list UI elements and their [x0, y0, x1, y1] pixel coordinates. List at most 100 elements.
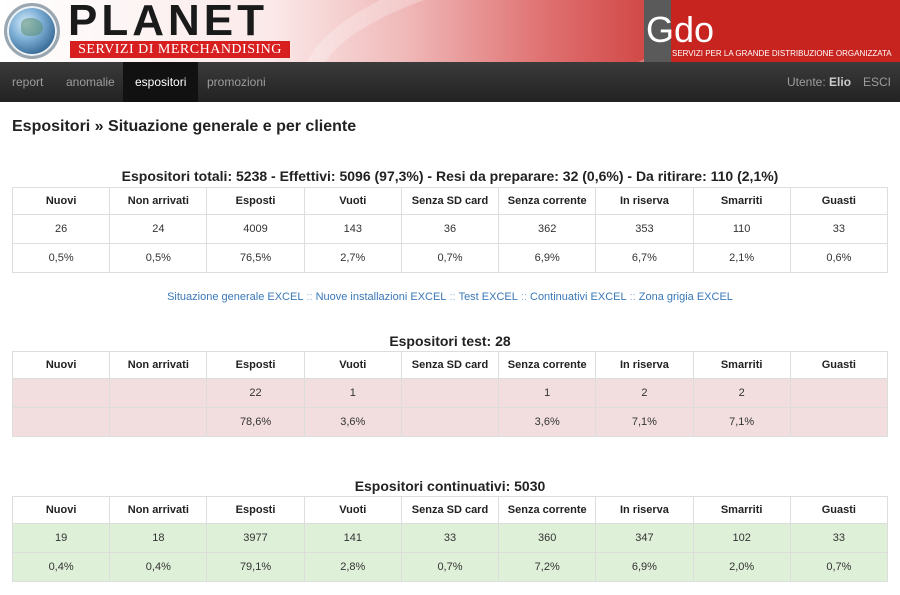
- column-header: Non arrivati: [109, 187, 208, 215]
- table-cell: [400, 407, 500, 437]
- table-cell: 7,1%: [692, 407, 791, 437]
- column-header: Nuovi: [11, 187, 111, 215]
- table-cell: 2,8%: [303, 552, 402, 582]
- nav-item-report[interactable]: report: [12, 75, 44, 89]
- column-header: Vuoti: [303, 496, 402, 524]
- logo-text: PLANET: [68, 0, 268, 45]
- logo-subtitle: SERVIZI DI MERCHANDISING: [70, 41, 290, 58]
- nav-item-promozioni[interactable]: promozioni: [207, 75, 266, 89]
- user-info: Utente: Elio: [787, 62, 851, 102]
- column-header: Smarriti: [692, 351, 791, 379]
- table-cell: 0,4%: [109, 552, 208, 582]
- user-label: Utente:: [787, 75, 826, 89]
- table-cell: 0,4%: [11, 552, 111, 582]
- table-cell: 0,6%: [789, 243, 889, 273]
- column-header: Senza SD card: [400, 187, 500, 215]
- table-cell: 2,7%: [303, 243, 402, 273]
- table-row: 0,5% 0,5% 76,5% 2,7% 0,7% 6,9% 6,7% 2,1% 0,6%: [11, 243, 889, 273]
- table-cell: 78,6%: [206, 407, 305, 437]
- totals-table: Nuovi Non arrivati Esposti Vuoti Senza SD ca…: [11, 187, 889, 273]
- table-cell: 0,7%: [789, 552, 889, 582]
- column-header: In riserva: [595, 351, 694, 379]
- column-header: Senza corrente: [498, 496, 597, 524]
- table-cell: 347: [595, 523, 694, 553]
- excel-link-nuove-installazioni[interactable]: Nuove installazioni EXCEL: [315, 291, 447, 303]
- table-cell: 6,7%: [595, 243, 694, 273]
- excel-link-situazione-generale[interactable]: Situazione generale EXCEL: [167, 291, 304, 303]
- table-cell: 0,5%: [109, 243, 208, 273]
- column-header: In riserva: [595, 496, 694, 524]
- column-header: Nuovi: [11, 351, 111, 379]
- table-row: 26 24 4009 143 36 362 353 110 33: [11, 214, 889, 244]
- table-cell: [109, 407, 208, 437]
- table-cell: 2: [595, 378, 694, 408]
- column-header: Esposti: [206, 187, 305, 215]
- table-cell: [789, 407, 889, 437]
- excel-link-test[interactable]: Test EXCEL: [458, 291, 518, 303]
- column-header: Nuovi: [11, 496, 111, 524]
- excel-link-zona-grigia[interactable]: Zona grigia EXCEL: [638, 291, 733, 303]
- table-cell: 353: [595, 214, 694, 244]
- column-header: Esposti: [206, 351, 305, 379]
- table-cell: 76,5%: [206, 243, 305, 273]
- table-cell: 24: [109, 214, 208, 244]
- table-cell: 7,1%: [595, 407, 694, 437]
- gdo-logo-text: Gdo: [646, 9, 715, 50]
- table-row: 78,6% 3,6% 3,6% 7,1% 7,1%: [11, 407, 889, 437]
- header-banner: PLANET SERVIZI DI MERCHANDISING Gdo SERV…: [0, 0, 900, 62]
- table-cell: 362: [498, 214, 597, 244]
- excel-link-continuativi[interactable]: Continuativi EXCEL: [530, 291, 627, 303]
- table-header-row: Nuovi Non arrivati Esposti Vuoti Senza SD ca…: [11, 496, 889, 524]
- column-header: Guasti: [789, 351, 889, 379]
- column-header: Senza SD card: [400, 496, 500, 524]
- table-cell: 3977: [206, 523, 305, 553]
- logout-link[interactable]: ESCI: [863, 75, 892, 89]
- nav-item-anomalie[interactable]: anomalie: [66, 75, 115, 89]
- table-cell: 143: [303, 214, 402, 244]
- continuativi-title: Espositori continuativi: 5030: [354, 478, 546, 494]
- table-cell: [789, 378, 889, 408]
- page-title: Espositori » Situazione generale e per c…: [12, 118, 357, 135]
- table-row: 0,4% 0,4% 79,1% 2,8% 0,7% 7,2% 6,9% 2,0% 0,7%: [11, 552, 889, 582]
- totals-title: Espositori totali: 5238 - Effettivi: 509…: [121, 168, 779, 184]
- user-name: Elio: [829, 75, 852, 89]
- table-cell: 3,6%: [303, 407, 402, 437]
- column-header: Guasti: [789, 187, 889, 215]
- table-cell: 110: [692, 214, 791, 244]
- excel-links: Situazione generale EXCEL:: Nuove install…: [167, 291, 733, 303]
- column-header: Senza corrente: [498, 187, 597, 215]
- table-cell: [400, 378, 500, 408]
- column-header: Smarriti: [692, 496, 791, 524]
- column-header: Non arrivati: [109, 351, 208, 379]
- test-table: Nuovi Non arrivati Esposti Vuoti Senza SD ca…: [11, 351, 889, 437]
- table-cell: 33: [400, 523, 500, 553]
- table-cell: 4009: [206, 214, 305, 244]
- column-header: Smarriti: [692, 187, 791, 215]
- table-row: 19 18 3977 141 33 360 347 102 33: [11, 523, 889, 553]
- table-cell: 33: [789, 214, 889, 244]
- column-header: Vuoti: [303, 351, 402, 379]
- table-cell: 79,1%: [206, 552, 305, 582]
- globe-icon: [4, 3, 60, 59]
- table-cell: 18: [109, 523, 208, 553]
- table-cell: 2,0%: [692, 552, 791, 582]
- gdo-logo-subtitle: SERVIZI PER LA GRANDE DISTRIBUZIONE ORGA…: [672, 49, 892, 58]
- nav-item-espositori[interactable]: espositori: [123, 62, 199, 102]
- table-cell: 22: [206, 378, 305, 408]
- column-header: Vuoti: [303, 187, 402, 215]
- navbar: report anomalie espositori promozioni Ut…: [0, 62, 900, 102]
- table-cell: 141: [303, 523, 402, 553]
- table-cell: 0,5%: [11, 243, 111, 273]
- table-cell: 1: [498, 378, 597, 408]
- table-row: 22 1 1 2 2: [11, 378, 889, 408]
- table-cell: [11, 407, 111, 437]
- column-header: Non arrivati: [109, 496, 208, 524]
- table-cell: 360: [498, 523, 597, 553]
- table-cell: 19: [11, 523, 111, 553]
- continuativi-table: Nuovi Non arrivati Esposti Vuoti Senza SD ca…: [11, 496, 889, 582]
- table-cell: 2,1%: [692, 243, 791, 273]
- gdo-logo-box: [644, 0, 900, 62]
- table-cell: 0,7%: [400, 243, 500, 273]
- column-header: Esposti: [206, 496, 305, 524]
- table-cell: [109, 378, 208, 408]
